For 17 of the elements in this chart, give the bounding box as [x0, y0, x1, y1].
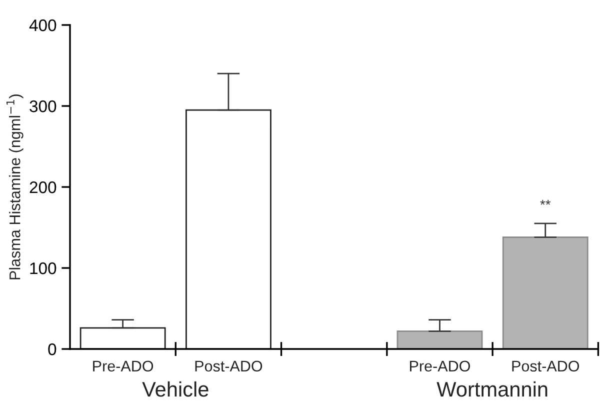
data-label: **: [540, 200, 551, 205]
text: Vehicle: [142, 381, 208, 397]
x-tick-label: Pre-ADO: [93, 360, 154, 372]
y-tick-label: 200: [30, 181, 56, 194]
x-tick-label: Pre-ADO: [410, 360, 470, 372]
y-axis-title: Plasma Histamine (ngml$^{−1}$): [6, 94, 24, 280]
bar: [186, 109, 272, 349]
bar: [80, 327, 166, 349]
x-tick-label: Post-ADO: [195, 360, 262, 372]
bar: [502, 236, 588, 349]
y-tick-label: 300: [30, 100, 56, 112]
bar: [396, 330, 483, 349]
text: Wortmannin: [436, 381, 548, 397]
y-tick-label: 400: [29, 19, 56, 32]
x-tick-label: Post-ADO: [512, 360, 580, 372]
y-tick-label: 100: [30, 262, 56, 274]
y-tick-label: 0: [48, 343, 56, 356]
